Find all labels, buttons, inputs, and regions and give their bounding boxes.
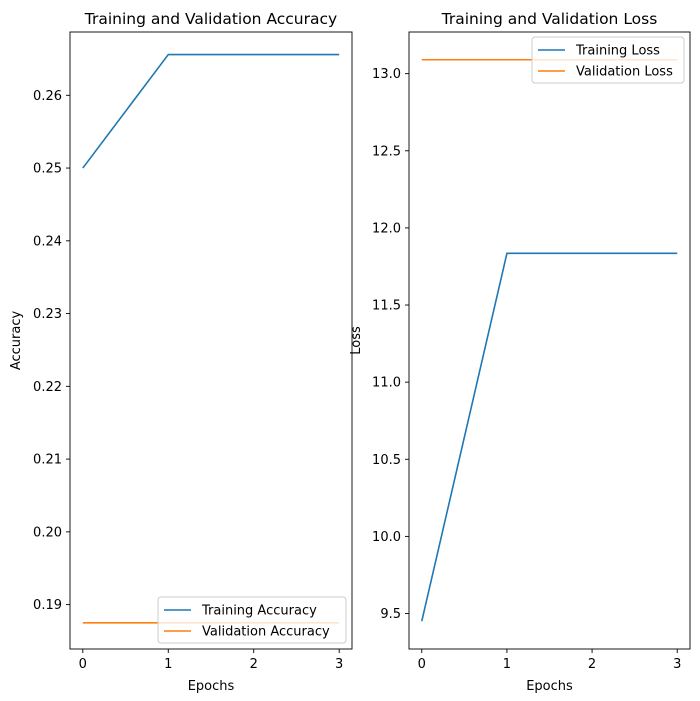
loss-y-tick-label: 13.0 [372,67,401,82]
acc-x-axis-label: Epochs [188,679,235,694]
loss-y-axis-label: Loss [349,326,364,355]
loss-y-tick-label: 10.0 [372,530,401,545]
acc-legend-box [157,596,347,644]
loss-y-tick-label: 11.5 [372,299,401,314]
acc-panel: 0 1 2 3 0.19 0.20 0.21 0.22 0.23 0.24 0.25 0.26 Trai… [9,10,353,694]
loss-y-tick-label: 12.0 [372,221,401,236]
loss-legend: Training Loss Validation Loss [531,36,685,84]
loss-x-tick-label: 0 [418,657,426,672]
acc-y-tick-label: 0.24 [33,234,62,249]
acc-x-tick-label: 2 [250,657,258,672]
acc-y-tick-label: 0.22 [33,380,62,395]
acc-y-tick-label: 0.21 [33,453,62,468]
acc-legend: Training Accuracy Validation Accuracy [157,596,347,644]
acc-legend-entry-label: Training Accuracy [201,604,317,619]
loss-legend-entry-label: Training Loss [575,44,660,59]
acc-y-tick-label: 0.25 [33,162,62,177]
loss-legend-entry-label: Validation Loss [576,65,673,80]
acc-y-tick-label: 0.20 [33,525,62,540]
loss-legend-box [531,36,685,84]
acc-axes-frame [69,31,353,650]
acc-legend-entry-label: Validation Accuracy [202,625,330,640]
loss-x-tick-label: 3 [673,657,681,672]
loss-y-tick-label: 10.5 [372,453,401,468]
acc-y-tick-label: 0.26 [33,89,62,104]
acc-y-axis-label: Accuracy [9,311,24,371]
loss-chart-title: Training and Validation Loss [441,10,658,28]
acc-x-tick-label: 1 [164,657,172,672]
acc-y-tick-label: 0.19 [33,598,62,613]
acc-x-tick-label: 0 [79,657,87,672]
loss-series-line-training-loss [420,252,678,622]
loss-x-axis-label: Epochs [526,679,573,694]
acc-series-line-training-accuracy [82,53,340,169]
acc-chart-title: Training and Validation Accuracy [84,10,337,28]
loss-y-tick-label: 11.0 [372,376,401,391]
loss-axes-frame [408,31,691,650]
loss-y-tick-label: 9.5 [380,607,401,622]
loss-y-tick-label: 12.5 [372,144,401,159]
loss-panel: 0 1 2 3 9.5 10.0 10.5 11.0 11.5 12.0 12.5 13.0 Train… [349,10,691,694]
loss-x-tick-label: 2 [588,657,596,672]
acc-x-tick-label: 3 [335,657,343,672]
acc-y-tick-label: 0.23 [33,307,62,322]
loss-x-tick-label: 1 [503,657,511,672]
